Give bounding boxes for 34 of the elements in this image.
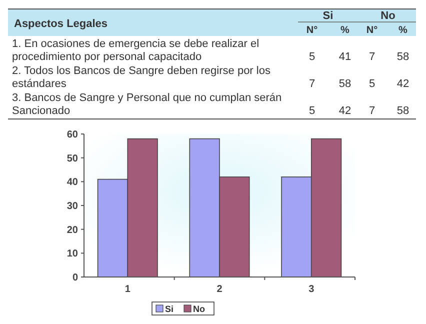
x-tick-label: 3	[308, 284, 315, 295]
text: 5	[308, 105, 316, 117]
x-tick-label: 2	[216, 284, 223, 295]
text: 5	[368, 78, 376, 90]
y-tick-label: 20	[66, 224, 78, 236]
text: %	[398, 25, 408, 36]
text: %	[340, 25, 350, 36]
text: 7	[368, 51, 376, 63]
y-tick-label: 60	[66, 130, 78, 140]
text: 5	[308, 51, 316, 63]
text: 3. Bancos de Sangre y Personal que no cumplan serán Sancionado	[12, 92, 282, 117]
text: 42	[396, 78, 410, 90]
text: N°	[366, 25, 378, 36]
legend-label: No	[193, 304, 206, 314]
text: 42	[338, 105, 352, 117]
y-tick-label: 30	[66, 201, 78, 212]
y-tick-label: 10	[66, 248, 78, 260]
chart-title: Aspectos Legales	[14, 18, 108, 30]
text: 41	[338, 51, 352, 63]
text: N°	[306, 25, 318, 36]
text: 7	[308, 78, 316, 90]
text: 1. En ocasiones de emergencia se debe realizar el procedimiento por personal capacitado	[12, 38, 260, 63]
y-tick-label: 50	[66, 153, 78, 164]
text: 58	[396, 51, 410, 63]
text: 58	[396, 105, 410, 117]
y-tick-label: 0	[72, 272, 78, 284]
text: 7	[368, 105, 376, 117]
legend-label: Si	[165, 304, 174, 314]
text: 2. Todos los Bancos de Sangre deben regirse por los estándares	[12, 65, 271, 90]
y-tick-label: 40	[66, 177, 78, 188]
text: No	[380, 10, 396, 22]
text: Si	[322, 10, 334, 22]
x-tick-label: 1	[124, 284, 131, 295]
text: 58	[338, 78, 352, 90]
